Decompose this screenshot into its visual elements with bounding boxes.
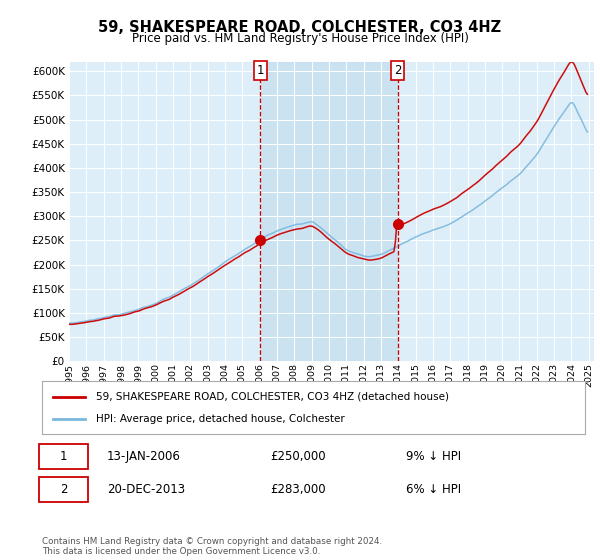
Text: 2: 2 <box>394 64 401 77</box>
Text: £250,000: £250,000 <box>270 450 326 463</box>
Text: 59, SHAKESPEARE ROAD, COLCHESTER, CO3 4HZ (detached house): 59, SHAKESPEARE ROAD, COLCHESTER, CO3 4H… <box>97 392 449 402</box>
Text: 9% ↓ HPI: 9% ↓ HPI <box>406 450 461 463</box>
Text: Price paid vs. HM Land Registry's House Price Index (HPI): Price paid vs. HM Land Registry's House … <box>131 32 469 45</box>
Text: 1: 1 <box>60 450 67 463</box>
Text: £283,000: £283,000 <box>270 483 326 496</box>
Text: 1: 1 <box>256 64 264 77</box>
Text: 20-DEC-2013: 20-DEC-2013 <box>107 483 185 496</box>
Text: HPI: Average price, detached house, Colchester: HPI: Average price, detached house, Colc… <box>97 414 345 424</box>
Text: 13-JAN-2006: 13-JAN-2006 <box>107 450 181 463</box>
Text: 59, SHAKESPEARE ROAD, COLCHESTER, CO3 4HZ: 59, SHAKESPEARE ROAD, COLCHESTER, CO3 4H… <box>98 20 502 35</box>
FancyBboxPatch shape <box>39 477 88 502</box>
FancyBboxPatch shape <box>39 444 88 469</box>
Bar <box>260 62 398 361</box>
Text: 6% ↓ HPI: 6% ↓ HPI <box>406 483 461 496</box>
Text: Contains HM Land Registry data © Crown copyright and database right 2024.
This d: Contains HM Land Registry data © Crown c… <box>42 536 382 556</box>
Text: 2: 2 <box>60 483 67 496</box>
